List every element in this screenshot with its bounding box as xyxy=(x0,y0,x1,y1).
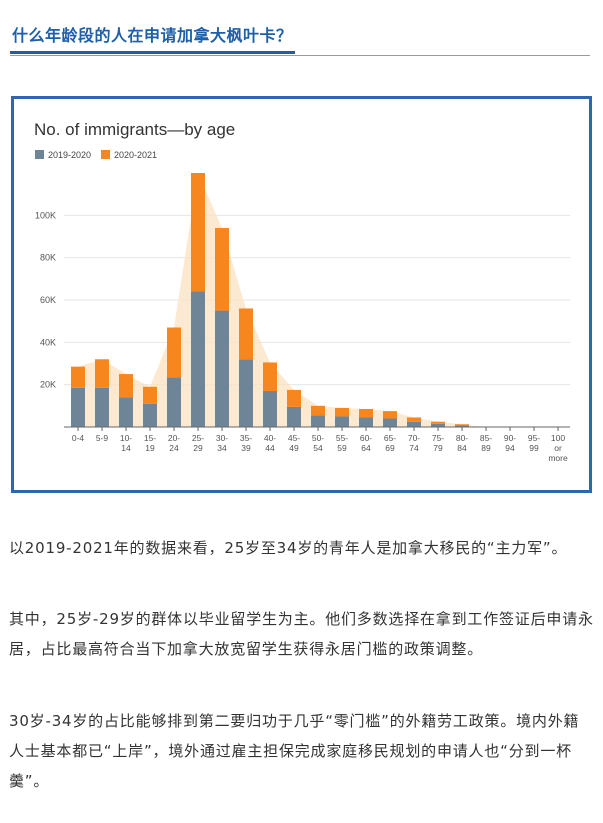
bar-2019-2020 xyxy=(407,421,421,427)
chart-frame: No. of immigrants—by age 2019-2020 2020-20… xyxy=(11,96,592,493)
bar-2019-2020 xyxy=(311,415,325,427)
bar-2019-2020 xyxy=(71,387,85,427)
legend-label-2019-2020: 2019-2020 xyxy=(48,150,91,160)
bar-2019-2020 xyxy=(167,377,181,427)
bar-2019-2020 xyxy=(239,359,253,427)
bar-2019-2020 xyxy=(95,387,109,427)
x-tick-label: 65-69 xyxy=(384,433,396,453)
bar-2020-2021 xyxy=(119,374,133,398)
paragraph-1: 以2019-2021年的数据来看，25岁至34岁的青年人是加拿大移民的“主力军”… xyxy=(9,539,568,557)
axes xyxy=(64,426,570,431)
x-tick-label: 45-49 xyxy=(288,433,300,453)
y-tick-label: 100K xyxy=(35,210,56,220)
x-tick-label: 60-64 xyxy=(360,433,372,453)
paragraph-3: 30岁-34岁的占比能够排到第二要归功于几乎“零门槛”的外籍劳工政策。境内外籍人… xyxy=(9,712,580,790)
bar-2020-2021 xyxy=(311,405,325,416)
heading-title: 什么年龄段的人在申请加拿大枫叶卡？ xyxy=(12,26,293,45)
x-tick-label: 90-94 xyxy=(504,433,516,453)
x-tick-label: 85-89 xyxy=(480,433,492,453)
y-tick-label: 80K xyxy=(40,253,56,263)
x-tick-label: 100 or more xyxy=(548,433,568,463)
bar-2019-2020 xyxy=(287,406,301,427)
x-tick-label: 95-99 xyxy=(528,433,540,453)
bar-2019-2020 xyxy=(455,425,469,427)
bar-2020-2021 xyxy=(359,409,373,418)
legend-swatch-2020-2021 xyxy=(101,150,110,159)
bar-2020-2021 xyxy=(215,228,229,311)
y-tick-label: 60K xyxy=(40,295,56,305)
heading-divider xyxy=(10,55,590,56)
bar-2020-2021 xyxy=(335,407,349,417)
gridlines xyxy=(64,214,570,386)
x-tick-label: 20-24 xyxy=(168,433,180,453)
x-tick-label: 10-14 xyxy=(120,433,132,453)
y-tick-label: 20K xyxy=(40,380,56,390)
bar-2020-2021 xyxy=(407,417,421,422)
bar-2019-2020 xyxy=(335,416,349,427)
x-tick-label: 80-84 xyxy=(456,433,468,453)
bar-2020-2021 xyxy=(431,421,445,424)
chart-title: No. of immigrants—by age xyxy=(34,120,235,139)
bar-2019-2020 xyxy=(431,423,445,427)
bar-2020-2021 xyxy=(455,424,469,426)
age-immigrants-chart: No. of immigrants—by age 2019-2020 2020-20… xyxy=(34,120,570,463)
bar-2019-2020 xyxy=(143,403,157,427)
x-tick-label: 0-4 xyxy=(72,433,85,443)
x-tick-label: 5-9 xyxy=(96,433,109,443)
x-tick-label: 35-39 xyxy=(240,433,252,453)
bar-2020-2021 xyxy=(263,362,277,392)
bar-2020-2021 xyxy=(191,173,205,292)
bar-2020-2021 xyxy=(239,308,253,360)
bar-2019-2020 xyxy=(383,418,397,427)
bar-2020-2021 xyxy=(287,389,301,407)
bar-2020-2021 xyxy=(143,386,157,404)
labels: No. of immigrants—by age 2019-2020 2020-20… xyxy=(34,120,568,463)
bar-2020-2021 xyxy=(71,366,85,388)
bar-2019-2020 xyxy=(191,291,205,427)
heading-accent-bar xyxy=(10,51,295,54)
x-tick-label: 30-34 xyxy=(216,433,228,453)
legend-swatch-2019-2020 xyxy=(35,150,44,159)
bar-2019-2020 xyxy=(215,310,229,427)
x-tick-label: 15-19 xyxy=(144,433,156,453)
paragraph-2: 其中，25岁-29岁的群体以毕业留学生为主。他们多数选择在拿到工作签证后申请永居… xyxy=(9,610,594,658)
article-heading: 什么年龄段的人在申请加拿大枫叶卡？ xyxy=(10,18,590,58)
bar-2020-2021 xyxy=(95,359,109,388)
x-tick-label: 70-74 xyxy=(408,433,420,453)
x-tick-label: 55-59 xyxy=(336,433,348,453)
bar-2020-2021 xyxy=(167,327,181,378)
bar-2019-2020 xyxy=(119,397,133,427)
bar-2019-2020 xyxy=(263,391,277,427)
legend-label-2020-2021: 2020-2021 xyxy=(114,150,157,160)
y-tick-label: 40K xyxy=(40,337,56,347)
x-tick-label: 50-54 xyxy=(312,433,324,453)
bars xyxy=(71,173,469,427)
bar-2019-2020 xyxy=(359,417,373,427)
bar-2020-2021 xyxy=(383,411,397,419)
x-tick-label: 75-79 xyxy=(432,433,444,453)
x-tick-label: 25-29 xyxy=(192,433,204,453)
x-tick-label: 40-44 xyxy=(264,433,276,453)
